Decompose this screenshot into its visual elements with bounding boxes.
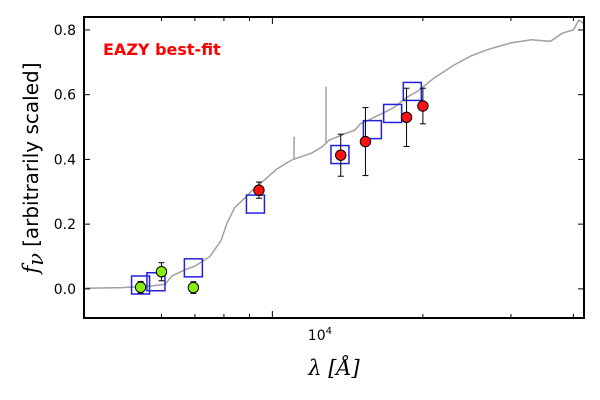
y-tick-label: 0.8 <box>54 23 76 39</box>
y-tick-label: 0.0 <box>54 282 76 298</box>
template-box <box>382 103 403 124</box>
plot-layer <box>84 19 584 289</box>
model-line <box>84 19 584 289</box>
template-box <box>130 275 151 295</box>
x-tick-label-1e4: 104 <box>308 326 332 344</box>
observed-point-green <box>155 266 168 278</box>
observed-point-red <box>417 100 429 112</box>
x-axis-label: λ [Å] <box>307 355 360 380</box>
observed-point-red <box>359 135 372 148</box>
observed-point-green <box>187 281 200 294</box>
y-tick-label: 0.6 <box>54 88 76 104</box>
marker-layer <box>130 81 429 295</box>
template-box <box>245 194 266 214</box>
template-box <box>402 81 423 102</box>
template-box <box>330 144 350 165</box>
y-tick-labels: 0.0 0.2 0.4 0.6 0.8 <box>54 23 76 298</box>
observed-point-red <box>400 111 413 124</box>
y-axis-label: fν[arbitrarily scaled] <box>19 63 48 276</box>
chart-annotation: EAZY best-fit <box>103 40 221 59</box>
y-tick-label: 0.4 <box>54 152 76 168</box>
plot-frame <box>83 16 585 319</box>
y-tick-label: 0.2 <box>54 217 76 233</box>
observed-point-red <box>253 184 265 196</box>
template-box <box>362 119 383 140</box>
template-box <box>183 258 204 278</box>
observed-point-green <box>134 281 147 293</box>
observed-point-red <box>335 149 347 161</box>
